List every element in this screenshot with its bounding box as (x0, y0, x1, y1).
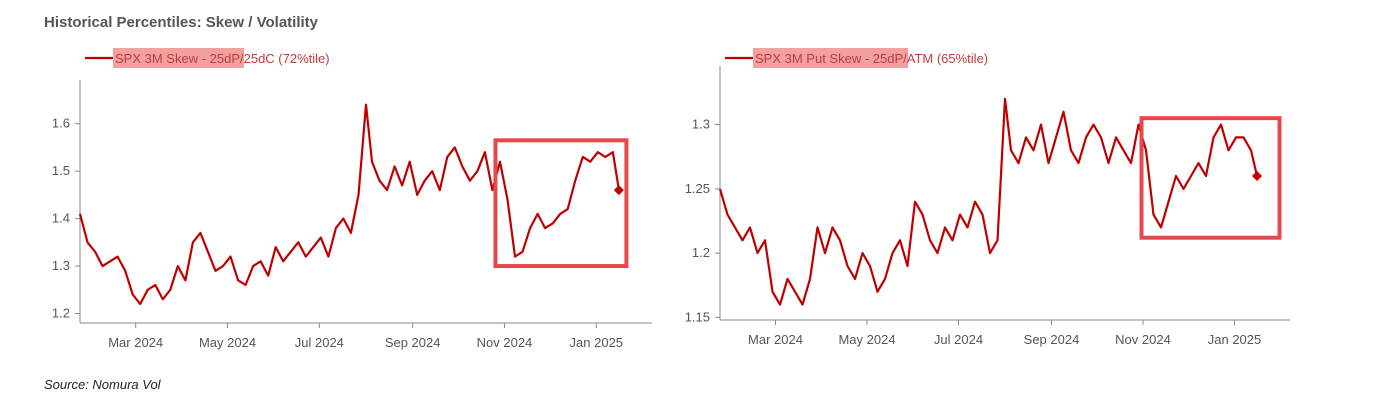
y-tick-label: 1.3 (692, 117, 710, 132)
x-tick-label: Nov 2024 (477, 335, 533, 350)
highlight-box (1139, 116, 1282, 240)
y-tick-label: 1.2 (692, 245, 710, 260)
x-tick-label: Jan 2025 (1208, 332, 1262, 347)
series-line (78, 103, 620, 306)
x-tick-label: Jan 2025 (570, 335, 624, 350)
x-tick-label: Jul 2024 (934, 332, 983, 347)
y-tick-label: 1.2 (52, 306, 70, 321)
legend-series-description: - 25dP/ATM (65%tile) (861, 51, 988, 66)
page-title: Historical Percentiles: Skew / Volatilit… (44, 14, 318, 31)
legend-highlight (753, 48, 908, 68)
legend-series-name: SPX 3M Skew (115, 51, 199, 66)
legend-series-description: - 25dP/25dC (72%tile) (198, 51, 330, 66)
series-line (718, 97, 1259, 306)
x-tick-label: Sep 2024 (385, 335, 441, 350)
source-note: Source: Nomura Vol (44, 377, 161, 392)
legend-highlight (113, 48, 244, 68)
x-tick-label: May 2024 (199, 335, 256, 350)
x-tick-label: Sep 2024 (1024, 332, 1080, 347)
legend-label: SPX 3M Put Skew - 25dP/ATM (65%tile) (755, 51, 988, 66)
chart-spx-3m-put-skew: SPX 3M Put Skew - 25dP/ATM (65%tile) 1.15… (685, 48, 1290, 347)
chart-spx-3m-skew: SPX 3M Skew - 25dP/25dC (72%tile) 1.2 1.3 1… (52, 48, 652, 350)
x-tick-label: Mar 2024 (748, 332, 803, 347)
x-tick-label: May 2024 (838, 332, 895, 347)
y-tick-label: 1.5 (52, 163, 70, 178)
last-point-marker (613, 185, 624, 196)
y-tick-label: 1.15 (685, 309, 710, 324)
highlight-box (493, 138, 629, 269)
y-tick-label: 1.4 (52, 211, 70, 226)
legend-label: SPX 3M Skew - 25dP/25dC (72%tile) (115, 51, 330, 66)
x-tick-label: Jul 2024 (295, 335, 344, 350)
y-tick-label: 1.3 (52, 258, 70, 273)
x-tick-label: Mar 2024 (108, 335, 163, 350)
y-tick-label: 1.25 (685, 181, 710, 196)
x-tick-label: Nov 2024 (1115, 332, 1171, 347)
legend-series-name: SPX 3M Put Skew (755, 51, 862, 66)
y-tick-label: 1.6 (52, 116, 70, 131)
last-point-marker (1252, 171, 1262, 181)
